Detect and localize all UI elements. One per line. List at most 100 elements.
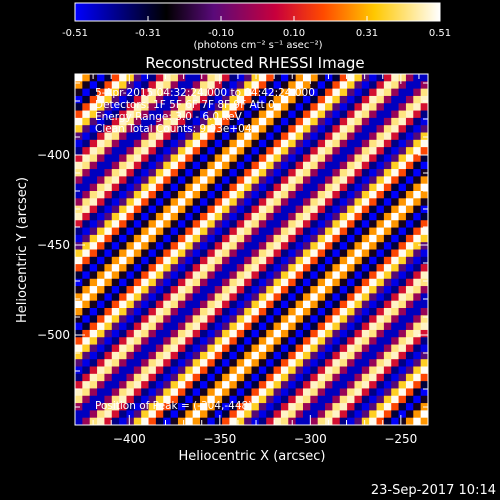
heatmap-cell	[148, 125, 157, 134]
heatmap-cell	[207, 359, 216, 368]
heatmap-cell	[222, 308, 231, 316]
heatmap-cell	[163, 300, 172, 309]
heatmap-cell	[405, 103, 414, 112]
heatmap-cell	[177, 74, 186, 82]
heatmap-cell	[244, 227, 253, 236]
heatmap-cell	[185, 212, 194, 221]
heatmap-cell	[170, 125, 179, 134]
heatmap-cell	[413, 81, 422, 90]
heatmap-cell	[97, 410, 106, 419]
heatmap-cell	[325, 403, 333, 411]
heatmap-cell	[295, 322, 304, 331]
heatmap-cell	[229, 212, 238, 221]
heatmap-cell	[325, 329, 333, 338]
heatmap-cell	[97, 88, 106, 97]
heatmap-cell	[222, 286, 231, 294]
heatmap-cell	[325, 234, 333, 243]
heatmap-cell	[288, 256, 297, 265]
heatmap-cell	[89, 388, 98, 397]
heatmap-cell	[192, 176, 201, 185]
heatmap-cell	[170, 161, 179, 170]
heatmap-cell	[229, 403, 238, 411]
heatmap-cell	[361, 227, 370, 236]
heatmap-cell	[251, 110, 260, 119]
heatmap-cell	[207, 329, 216, 338]
heatmap-cell	[97, 395, 106, 404]
heatmap-cell	[383, 88, 392, 97]
heatmap-cell	[310, 293, 319, 302]
heatmap-cell	[119, 132, 128, 141]
heatmap-cell	[192, 220, 201, 229]
heatmap-cell	[295, 278, 304, 287]
heatmap-cell	[273, 220, 282, 229]
heatmap-cell	[214, 293, 223, 302]
heatmap-cell	[332, 366, 341, 375]
heatmap-cell	[361, 147, 370, 156]
heatmap-cell	[229, 161, 238, 170]
heatmap-cell	[398, 373, 407, 382]
heatmap-cell	[97, 205, 106, 214]
heatmap-cell	[207, 278, 216, 287]
heatmap-cell	[317, 103, 326, 112]
heatmap-cell	[332, 249, 341, 258]
heatmap-cell	[155, 147, 164, 156]
heatmap-cell	[376, 315, 385, 324]
heatmap-cell	[280, 191, 289, 199]
heatmap-cell	[273, 183, 282, 192]
heatmap-cell	[251, 256, 260, 265]
heatmap-cell	[185, 154, 194, 163]
heatmap-cell	[75, 388, 83, 397]
heatmap-cell	[192, 234, 201, 243]
heatmap-cell	[258, 308, 267, 316]
heatmap-cell	[369, 300, 378, 309]
heatmap-cell	[75, 242, 83, 251]
heatmap-cell	[354, 293, 363, 302]
heatmap-cell	[192, 388, 201, 397]
heatmap-cell	[97, 344, 106, 353]
heatmap-cell	[420, 359, 428, 368]
heatmap-cell	[214, 147, 223, 156]
heatmap-cell	[398, 205, 407, 214]
heatmap-cell	[119, 351, 128, 360]
heatmap-cell	[302, 381, 311, 390]
heatmap-cell	[192, 95, 201, 104]
heatmap-cell	[354, 300, 363, 309]
heatmap-cell	[89, 95, 98, 104]
heatmap-cell	[383, 110, 392, 119]
heatmap-cell	[170, 322, 179, 331]
heatmap-cell	[273, 139, 282, 148]
heatmap-cell	[222, 183, 231, 192]
heatmap-cell	[383, 95, 392, 104]
heatmap-cell	[391, 110, 400, 119]
heatmap-cell	[383, 212, 392, 221]
heatmap-cell	[383, 249, 392, 258]
heatmap-cell	[383, 373, 392, 382]
heatmap-cell	[97, 169, 106, 177]
heatmap-cell	[148, 110, 157, 119]
heatmap-cell	[369, 373, 378, 382]
heatmap-cell	[288, 198, 297, 207]
heatmap-cell	[163, 293, 172, 302]
heatmap-cell	[119, 110, 128, 119]
heatmap-cell	[89, 205, 98, 214]
heatmap-cell	[302, 329, 311, 338]
heatmap-cell	[111, 154, 120, 163]
heatmap-cell	[111, 264, 120, 273]
heatmap-cell	[89, 110, 98, 119]
heatmap-cell	[302, 183, 311, 192]
heatmap-cell	[391, 117, 400, 126]
heatmap-cell	[325, 169, 333, 177]
heatmap-cell	[310, 220, 319, 229]
heatmap-cell	[214, 234, 223, 243]
heatmap-cell	[133, 161, 142, 170]
heatmap-cell	[273, 359, 282, 368]
heatmap-cell	[89, 139, 98, 148]
heatmap-cell	[302, 95, 311, 104]
heatmap-cell	[420, 242, 428, 251]
heatmap-cell	[133, 300, 142, 309]
heatmap-cell	[361, 278, 370, 287]
heatmap-cell	[288, 278, 297, 287]
heatmap-cell	[317, 147, 326, 156]
heatmap-cell	[280, 198, 289, 207]
heatmap-cell	[420, 81, 428, 90]
